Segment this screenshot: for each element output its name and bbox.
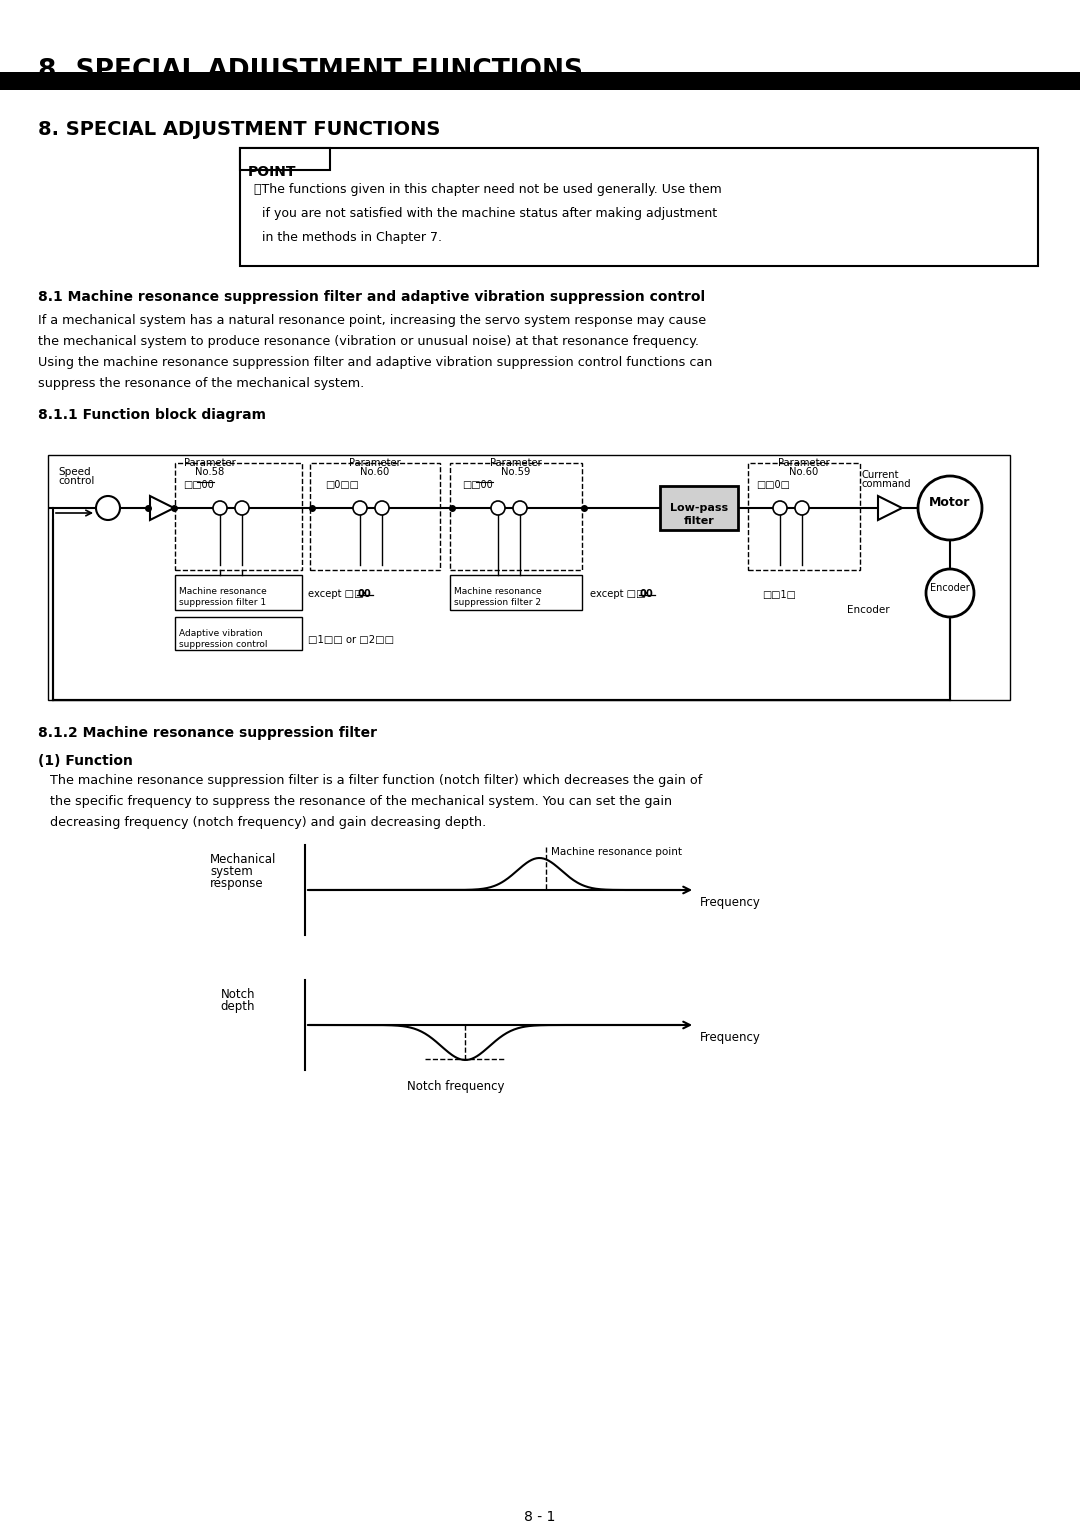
Text: The machine resonance suppression filter is a filter function (notch filter) whi: The machine resonance suppression filter… [38, 775, 702, 787]
Text: Motor: Motor [929, 495, 971, 509]
Text: 00: 00 [357, 588, 370, 599]
Circle shape [213, 501, 227, 515]
Text: Speed: Speed [58, 468, 91, 477]
Text: Encoder: Encoder [930, 584, 970, 593]
Text: No.59: No.59 [501, 468, 530, 477]
Bar [48, 455, 1010, 700]
Bar [175, 463, 302, 570]
Text: 8.1 Machine resonance suppression filter and adaptive vibration suppression cont: 8.1 Machine resonance suppression filter… [38, 290, 705, 304]
Text: 8. SPECIAL ADJUSTMENT FUNCTIONS: 8. SPECIAL ADJUSTMENT FUNCTIONS [38, 121, 441, 139]
Circle shape [773, 501, 787, 515]
Circle shape [926, 568, 974, 617]
Text: Parameter: Parameter [778, 458, 829, 468]
Text: 8.1.1 Function block diagram: 8.1.1 Function block diagram [38, 408, 266, 422]
Bar [175, 575, 302, 610]
Text: If a mechanical system has a natural resonance point, increasing the servo syste: If a mechanical system has a natural res… [38, 313, 706, 327]
Text: Low-pass: Low-pass [670, 503, 728, 513]
Text: decreasing frequency (notch frequency) and gain decreasing depth.: decreasing frequency (notch frequency) a… [38, 816, 486, 830]
Text: except □□: except □□ [590, 588, 649, 599]
Bar [240, 148, 1038, 266]
Text: Parameter: Parameter [184, 458, 235, 468]
Text: Notch frequency: Notch frequency [407, 1080, 504, 1093]
Text: command: command [862, 478, 912, 489]
Bar [310, 463, 440, 570]
Text: □□00: □□00 [183, 480, 214, 490]
Text: −: − [97, 512, 107, 523]
Text: 8. SPECIAL ADJUSTMENT FUNCTIONS: 8. SPECIAL ADJUSTMENT FUNCTIONS [38, 58, 583, 84]
Text: □□00: □□00 [462, 480, 492, 490]
Text: Machine resonance: Machine resonance [179, 587, 267, 596]
Text: the mechanical system to produce resonance (vibration or unusual noise) at that : the mechanical system to produce resonan… [38, 335, 699, 348]
Text: Parameter: Parameter [349, 458, 401, 468]
Circle shape [353, 501, 367, 515]
Text: Adaptive vibration: Adaptive vibration [179, 630, 262, 639]
Polygon shape [878, 497, 902, 520]
Text: Using the machine resonance suppression filter and adaptive vibration suppressio: Using the machine resonance suppression … [38, 356, 713, 368]
Text: □□1□: □□1□ [762, 590, 796, 601]
Text: No.58: No.58 [195, 468, 225, 477]
Text: Machine resonance point: Machine resonance point [551, 847, 681, 857]
Text: filter: filter [684, 516, 714, 526]
Text: suppression filter 2: suppression filter 2 [454, 597, 541, 607]
Circle shape [375, 501, 389, 515]
Circle shape [918, 477, 982, 539]
Text: suppress the resonance of the mechanical system.: suppress the resonance of the mechanical… [38, 377, 364, 390]
Circle shape [491, 501, 505, 515]
Text: 8.1.2 Machine resonance suppression filter: 8.1.2 Machine resonance suppression filt… [38, 726, 377, 740]
Text: suppression control: suppression control [179, 640, 268, 649]
Text: response: response [210, 877, 264, 889]
Text: Encoder: Encoder [848, 605, 890, 614]
Text: POINT: POINT [248, 165, 297, 179]
Text: □0□□: □0□□ [325, 480, 359, 490]
Circle shape [795, 501, 809, 515]
Text: ・The functions given in this chapter need not be used generally. Use them: ・The functions given in this chapter nee… [254, 183, 721, 196]
Text: Mechanical: Mechanical [210, 853, 276, 866]
Text: □1□□ or □2□□: □1□□ or □2□□ [308, 636, 394, 645]
Text: control: control [58, 477, 94, 486]
Text: Machine resonance: Machine resonance [454, 587, 542, 596]
Text: Frequency: Frequency [700, 1031, 761, 1044]
Text: Notch: Notch [220, 989, 255, 1001]
Circle shape [235, 501, 249, 515]
Text: suppression filter 1: suppression filter 1 [179, 597, 266, 607]
Bar [175, 617, 302, 649]
Text: +: + [98, 501, 106, 510]
Bar [0, 72, 1080, 90]
Text: Parameter: Parameter [490, 458, 542, 468]
Text: Current: Current [862, 471, 900, 480]
Text: No.60: No.60 [789, 468, 819, 477]
Text: Frequency: Frequency [700, 895, 761, 909]
Text: system: system [210, 865, 253, 879]
Text: (1) Function: (1) Function [38, 753, 133, 769]
Text: 8 - 1: 8 - 1 [524, 1510, 556, 1523]
Bar [240, 148, 330, 170]
Bar [450, 463, 582, 570]
Text: the specific frequency to suppress the resonance of the mechanical system. You c: the specific frequency to suppress the r… [38, 795, 672, 808]
Circle shape [96, 497, 120, 520]
Text: □□0□: □□0□ [756, 480, 789, 490]
Circle shape [513, 501, 527, 515]
Text: No.60: No.60 [361, 468, 390, 477]
Bar [450, 575, 582, 610]
Text: depth: depth [220, 999, 255, 1013]
Text: except □□: except □□ [308, 588, 367, 599]
Bar [748, 463, 860, 570]
Text: 00: 00 [639, 588, 652, 599]
Polygon shape [150, 497, 174, 520]
Bar [660, 486, 738, 530]
Text: in the methods in Chapter 7.: in the methods in Chapter 7. [254, 231, 442, 244]
Text: if you are not satisfied with the machine status after making adjustment: if you are not satisfied with the machin… [254, 206, 717, 220]
